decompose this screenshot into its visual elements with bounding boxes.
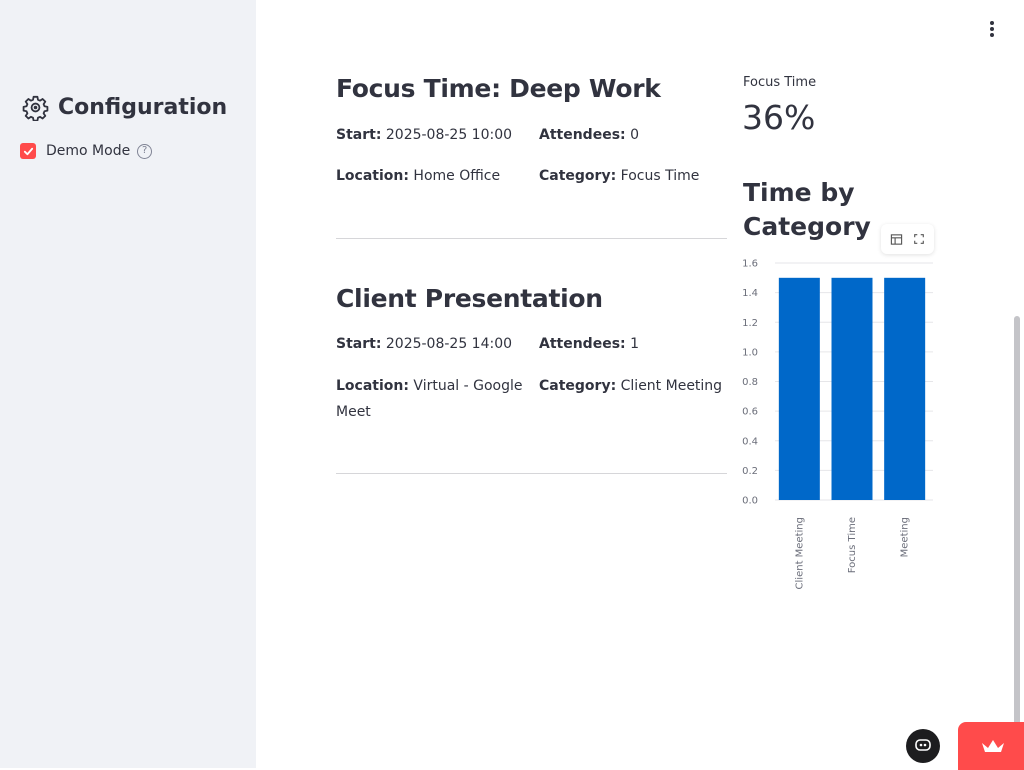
category-value: Client Meeting [620,378,723,394]
category-label: Category: [539,168,617,184]
y-tick-label: 0.6 [742,407,758,418]
event-category: Category: Client Meeting [539,373,722,399]
metric-label: Focus Time [743,75,817,90]
x-tick-label: Meeting [900,517,911,557]
location-value: Home Office [413,168,501,184]
event-title: Client Presentation [336,284,603,313]
table-icon[interactable] [890,233,903,246]
event-card-1: Focus Time: Deep Work Start: 2025-08-25 … [336,74,728,240]
demo-mode-checkbox[interactable] [20,143,36,159]
event-title: Focus Time: Deep Work [336,74,661,103]
streamlit-badge[interactable] [958,722,1024,770]
bar [831,277,873,500]
help-icon[interactable]: ? [137,143,153,159]
sidebar-title: Configuration [22,94,227,121]
attendees-label: Attendees: [539,336,626,352]
y-tick-label: 0.2 [742,466,758,477]
y-tick-label: 0.4 [742,436,758,447]
demo-mode-label: Demo Mode [46,143,131,159]
sidebar: Configuration Demo Mode ? [0,0,256,768]
divider [336,238,727,239]
bar [778,277,820,500]
gear-icon [22,95,49,121]
start-label: Start: [336,336,382,352]
start-value: 2025-08-25 14:00 [385,336,513,352]
y-tick-label: 0.8 [742,377,758,388]
scrollbar[interactable] [1014,316,1020,730]
y-tick-label: 1.0 [742,347,758,358]
chart-toolbar [881,224,934,254]
metric-value: 36% [742,98,816,137]
demo-mode-checkbox-row[interactable]: Demo Mode ? [20,143,153,159]
location-label: Location: [336,378,409,394]
attendees-value: 0 [630,127,639,143]
start-value: 2025-08-25 10:00 [385,127,513,143]
event-card-2: Client Presentation Start: 2025-08-25 14… [336,284,728,476]
app-badge-icon[interactable] [906,729,940,763]
x-tick-label: Focus Time [847,517,858,573]
event-start: Start: 2025-08-25 14:00 [336,331,512,357]
event-start: Start: 2025-08-25 10:00 [336,122,512,148]
x-tick-label: Client Meeting [794,517,805,589]
event-location: Location: Home Office [336,163,526,189]
bar-chart: 0.0 0.2 0.4 0.6 0.8 1.0 1.2 1.4 1.6 Client Meetin… [742,259,933,589]
event-location: Location: Virtual - Google Meet [336,373,526,425]
attendees-label: Attendees: [539,127,626,143]
bar [884,277,926,500]
event-attendees: Attendees: 0 [539,122,639,148]
robot-face-icon [915,739,931,751]
sidebar-title-text: Configuration [58,95,228,120]
y-tick-label: 1.6 [742,259,758,270]
y-tick-label: 1.4 [742,288,758,299]
location-value: Virtual - Google Meet [336,378,523,420]
crown-icon [982,740,1004,752]
event-attendees: Attendees: 1 [539,331,639,357]
event-category: Category: Focus Time [539,163,699,189]
location-label: Location: [336,168,409,184]
kebab-menu-icon[interactable] [984,21,1000,39]
chart-title: Time by Category [743,178,871,241]
category-value: Focus Time [620,168,700,184]
start-label: Start: [336,127,382,143]
y-tick-label: 1.2 [742,318,758,329]
divider [336,473,727,474]
category-label: Category: [539,378,617,394]
fullscreen-icon[interactable] [913,233,925,245]
checkmark-icon [23,147,33,155]
attendees-value: 1 [630,336,639,352]
y-tick-label: 0.0 [742,496,758,507]
